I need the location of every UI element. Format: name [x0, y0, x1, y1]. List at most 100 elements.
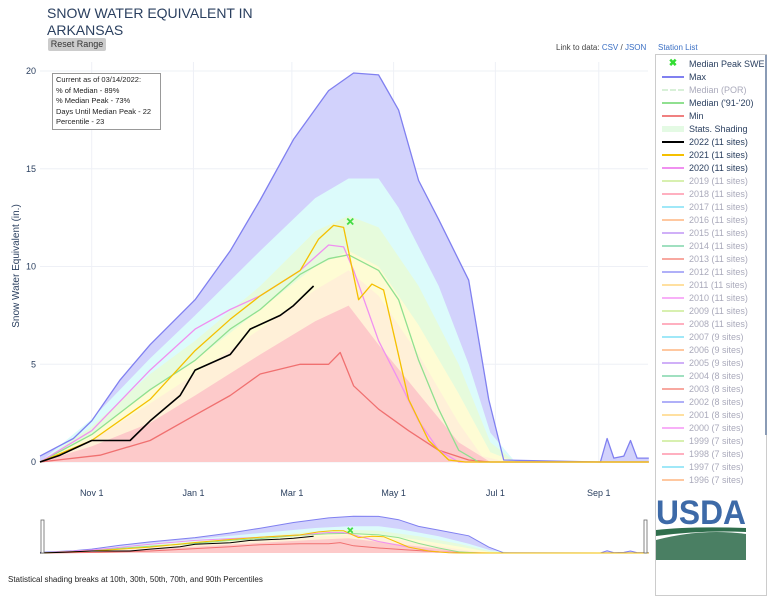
legend-item[interactable]: Stats. Shading — [656, 122, 766, 135]
legend-item[interactable]: 2011 (11 sites) — [656, 278, 766, 291]
series-min[interactable] — [39, 351, 649, 463]
legend-label: 2020 (11 sites) — [689, 162, 748, 173]
legend-item[interactable]: 1997 (7 sites) — [656, 460, 766, 473]
info-line: Days Until Median Peak - 22 — [56, 106, 152, 116]
json-link[interactable]: JSON — [624, 43, 647, 52]
legend-item[interactable]: 1999 (7 sites) — [656, 434, 766, 447]
legend-item[interactable]: 2012 (11 sites) — [656, 265, 766, 278]
reset-range-button[interactable]: Reset Range — [48, 38, 106, 51]
legend-swatch-icon — [662, 439, 684, 442]
range-handle-right[interactable] — [643, 519, 648, 554]
legend-swatch-icon — [662, 322, 684, 325]
x-tick-label: Sep 1 — [587, 488, 611, 498]
csv-link[interactable]: CSV — [601, 43, 619, 52]
legend-swatch-icon — [662, 75, 684, 78]
swe-chart[interactable]: 0 5 10 15 20 Nov 1 Jan 1 Mar 1 May 1 Jul 1 Sep 1 S… — [0, 0, 650, 505]
legend-label: 2011 (11 sites) — [689, 279, 748, 290]
median-peak-marker — [346, 217, 354, 226]
legend-item[interactable]: 1998 (7 sites) — [656, 447, 766, 460]
legend-swatch-icon — [662, 309, 684, 312]
legend[interactable]: ✖ Median Peak SWE Max Median (POR) Median ('… — [655, 54, 767, 596]
legend-label: 2022 (11 sites) — [689, 136, 748, 147]
series-2022-11-sites-[interactable] — [39, 285, 315, 463]
legend-item[interactable]: 2016 (11 sites) — [656, 213, 766, 226]
legend-item[interactable]: 2004 (8 sites) — [656, 369, 766, 382]
median-peak-x-icon — [346, 217, 354, 226]
info-line: % of Median - 89% — [56, 85, 120, 95]
x-tick-label: Jul 1 — [486, 488, 505, 498]
legend-item[interactable]: 2013 (11 sites) — [656, 252, 766, 265]
legend-item[interactable]: 2005 (9 sites) — [656, 356, 766, 369]
legend-item[interactable]: 2010 (11 sites) — [656, 291, 766, 304]
legend-swatch-icon — [662, 125, 684, 132]
range-navigator[interactable] — [0, 500, 650, 570]
legend-label: 1997 (7 sites) — [689, 461, 744, 472]
legend-swatch-icon — [662, 413, 684, 416]
legend-item[interactable]: 2003 (8 sites) — [656, 382, 766, 395]
legend-item[interactable]: Min — [656, 109, 766, 122]
legend-label: 2017 (11 sites) — [689, 201, 748, 212]
svg-text:USDA: USDA — [656, 494, 746, 532]
legend-item[interactable]: 2015 (11 sites) — [656, 226, 766, 239]
legend-item[interactable]: 2014 (11 sites) — [656, 239, 766, 252]
legend-item[interactable]: 1996 (7 sites) — [656, 473, 766, 486]
legend-item[interactable]: ✖ Median Peak SWE — [656, 57, 766, 70]
legend-label: 2010 (11 sites) — [689, 292, 748, 303]
legend-item[interactable]: 2018 (11 sites) — [656, 187, 766, 200]
legend-label: 2009 (11 sites) — [689, 305, 748, 316]
x-tick-label: Mar 1 — [280, 488, 303, 498]
legend-swatch-icon — [662, 257, 684, 260]
legend-label: 2015 (11 sites) — [689, 227, 748, 238]
series-2021-11-sites-[interactable] — [39, 224, 649, 463]
legend-label: 2004 (8 sites) — [689, 370, 744, 381]
legend-item[interactable]: 2019 (11 sites) — [656, 174, 766, 187]
info-line: Current as of 03/14/2022: — [56, 75, 142, 84]
median-peak-x-icon — [347, 527, 354, 534]
station-list-link[interactable]: Station List — [658, 43, 698, 52]
range-handle-left[interactable] — [40, 519, 45, 554]
nav-band-10th — [40, 538, 649, 553]
title-line-1: SNOW WATER EQUIVALENT IN — [47, 5, 253, 21]
legend-label: 2001 (8 sites) — [689, 409, 744, 420]
legend-label: 1999 (7 sites) — [689, 435, 744, 446]
current-status-box: Current as of 03/14/2022: % of Median - … — [52, 73, 161, 130]
legend-swatch-icon — [662, 478, 684, 481]
legend-item[interactable]: 2002 (8 sites) — [656, 395, 766, 408]
legend-label: Median ('91-'20) — [689, 97, 754, 108]
x-tick-label: Nov 1 — [80, 488, 104, 498]
series-2020-11-sites-[interactable] — [39, 244, 649, 463]
navigator-lines — [39, 515, 649, 554]
legend-item[interactable]: 2000 (7 sites) — [656, 421, 766, 434]
x-marker-icon: ✖ — [668, 58, 678, 69]
nav-series-2020-11-sites- — [39, 531, 649, 554]
legend-item[interactable]: 2006 (9 sites) — [656, 343, 766, 356]
legend-item[interactable]: 2009 (11 sites) — [656, 304, 766, 317]
legend-label: 2014 (11 sites) — [689, 240, 748, 251]
legend-swatch-icon — [662, 348, 684, 351]
legend-item[interactable]: 2020 (11 sites) — [656, 161, 766, 174]
legend-item[interactable]: 2008 (11 sites) — [656, 317, 766, 330]
legend-item[interactable]: 2021 (11 sites) — [656, 148, 766, 161]
legend-item[interactable]: 2022 (11 sites) — [656, 135, 766, 148]
legend-swatch-icon — [662, 361, 684, 364]
y-tick-label: 20 — [26, 66, 36, 76]
legend-label: 2016 (11 sites) — [689, 214, 748, 225]
y-tick-label: 10 — [26, 262, 36, 272]
legend-swatch-icon — [662, 400, 684, 403]
legend-scrollbar[interactable] — [765, 55, 767, 435]
legend-swatch-icon — [662, 166, 684, 169]
legend-item[interactable]: 2017 (11 sites) — [656, 200, 766, 213]
legend-item[interactable]: 2007 (9 sites) — [656, 330, 766, 343]
legend-label: 1996 (7 sites) — [689, 474, 744, 485]
legend-swatch-icon — [662, 179, 684, 182]
legend-swatch-icon — [662, 231, 684, 234]
legend-item[interactable]: Median ('91-'20) — [656, 96, 766, 109]
y-tick-label: 0 — [31, 457, 36, 467]
series-max[interactable] — [39, 72, 649, 463]
nav-series-2021-11-sites- — [39, 530, 649, 554]
legend-item[interactable]: 2001 (8 sites) — [656, 408, 766, 421]
legend-item[interactable]: Max — [656, 70, 766, 83]
legend-label: 2013 (11 sites) — [689, 253, 748, 264]
legend-item[interactable]: Median (POR) — [656, 83, 766, 96]
y-tick-label: 5 — [31, 359, 36, 369]
